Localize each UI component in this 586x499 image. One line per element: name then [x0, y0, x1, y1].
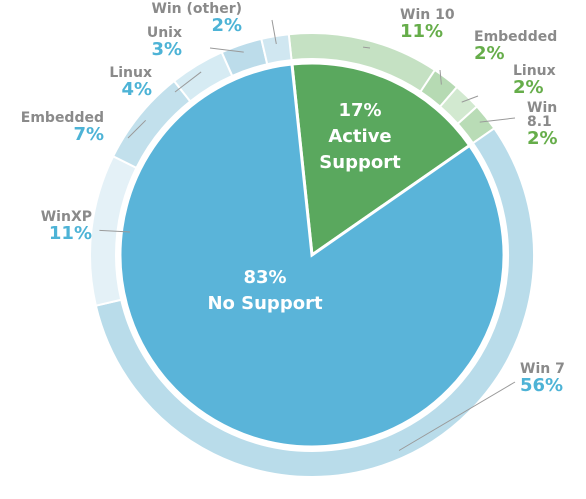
outer-label-name: Win 10 — [400, 7, 455, 23]
outer-label-value: 7% — [73, 124, 104, 145]
outer-label-value: 2% — [474, 43, 505, 64]
active-support-percent: 17% — [338, 100, 382, 121]
outer-label-name: Embedded — [20, 110, 104, 126]
outer-label-embedded-active: Embedded 2% — [474, 30, 557, 63]
active-support-line2: Support — [319, 152, 401, 173]
outer-label-name: Linux — [513, 63, 556, 79]
active-support-label: 17% Active Support — [300, 98, 420, 176]
outer-label-win-other: Win (other) 2% — [150, 2, 242, 35]
inner-slice-active-support — [290, 61, 472, 258]
leader-line — [461, 95, 479, 103]
no-support-text: No Support — [207, 293, 323, 314]
outer-label-value: 4% — [121, 79, 152, 100]
outer-label-win7: Win 7 56% — [520, 362, 565, 395]
no-support-label: 83% No Support — [190, 265, 340, 317]
outer-label-value: 3% — [151, 39, 182, 60]
outer-label-value: 2% — [211, 15, 242, 36]
leader-line — [127, 119, 147, 139]
outer-label-win81: Win 8.1 2% — [527, 101, 586, 148]
outer-label-embedded-none: Embedded 7% — [2, 111, 104, 144]
outer-label-name: Win 8.1 — [527, 100, 558, 130]
leader-line — [398, 381, 516, 451]
outer-label-value: 2% — [513, 77, 544, 98]
outer-slice-win-other--9 — [260, 33, 293, 66]
leader-line — [362, 46, 371, 49]
outer-label-name: Win 7 — [520, 361, 565, 377]
outer-label-value: 2% — [527, 128, 558, 149]
outer-label-name: Linux — [109, 65, 152, 81]
active-support-line1: Active — [328, 126, 392, 147]
outer-label-unix: Unix 3% — [110, 26, 182, 59]
leader-line — [271, 19, 277, 45]
no-support-percent: 83% — [243, 267, 287, 288]
leader-line — [439, 69, 442, 85]
leader-line — [479, 117, 516, 123]
leader-line — [174, 71, 202, 93]
outer-label-win10: Win 10 11% — [400, 8, 455, 41]
outer-label-linux-active: Linux 2% — [513, 64, 556, 97]
leader-line — [209, 47, 244, 53]
outer-label-name: Embedded — [474, 29, 558, 45]
outer-label-value: 11% — [48, 223, 92, 244]
outer-label-value: 11% — [400, 21, 444, 42]
outer-label-name: WinXP — [40, 209, 92, 225]
leader-line — [99, 229, 131, 233]
outer-label-winxp: WinXP 11% — [12, 210, 92, 243]
outer-label-value: 56% — [520, 375, 564, 396]
outer-label-name: Win (other) — [151, 1, 242, 17]
outer-label-name: Unix — [146, 25, 182, 41]
outer-label-linux-none: Linux 4% — [70, 66, 152, 99]
inner-slice-no-support — [118, 62, 506, 449]
